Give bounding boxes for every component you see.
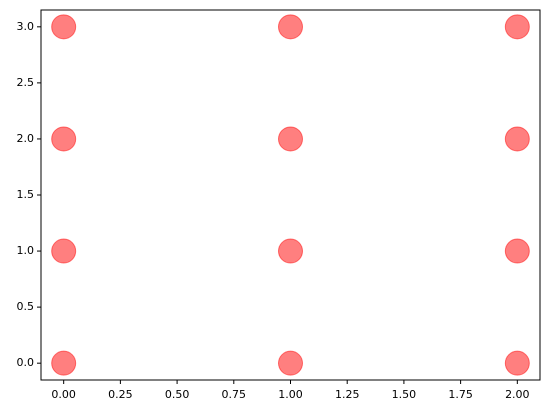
scatter-point [51, 14, 77, 40]
scatter-point [51, 126, 77, 152]
scatter-point [504, 126, 530, 152]
scatter-point [504, 14, 530, 40]
x-tick-label: 0.00 [51, 388, 76, 401]
x-tick-label: 0.25 [108, 388, 133, 401]
plot-area [41, 10, 540, 380]
scatter-point [51, 350, 77, 376]
scatter-point [51, 238, 77, 264]
x-tick-label: 1.00 [278, 388, 303, 401]
scatter-point [278, 126, 303, 152]
x-tick-label: 1.75 [448, 388, 473, 401]
y-tick-label: 0.0 [17, 356, 35, 369]
y-tick-label: 0.5 [17, 300, 35, 313]
y-tick-label: 3.0 [17, 20, 35, 33]
axes-frame [40, 9, 541, 381]
y-tick-label: 1.0 [17, 244, 35, 257]
x-tick-label: 0.75 [222, 388, 247, 401]
scatter-point [278, 350, 303, 376]
x-tick-label: 1.25 [335, 388, 360, 401]
scatter-point [504, 238, 530, 264]
y-tick-label: 1.5 [17, 188, 35, 201]
y-tick-label: 2.5 [17, 76, 35, 89]
scatter-point [278, 238, 303, 264]
y-tick-label: 2.0 [17, 132, 35, 145]
x-tick-label: 1.50 [392, 388, 417, 401]
scatter-point [278, 14, 303, 40]
x-tick-label: 2.00 [505, 388, 530, 401]
x-tick-label: 0.50 [165, 388, 190, 401]
scatter-point [504, 350, 530, 376]
